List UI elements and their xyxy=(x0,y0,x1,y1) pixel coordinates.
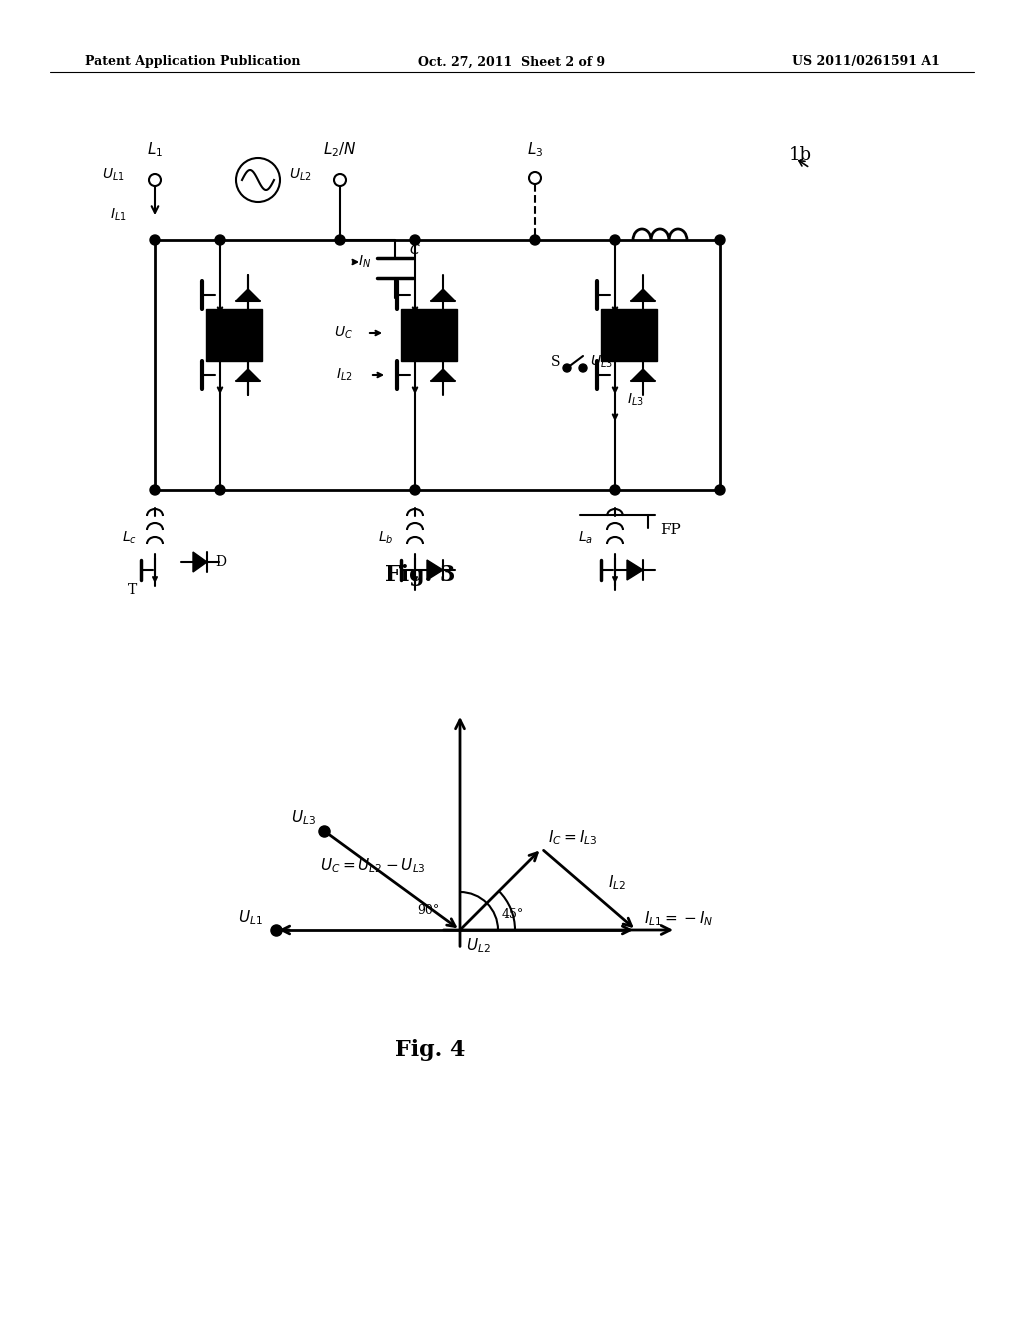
Polygon shape xyxy=(193,552,207,572)
Text: $I_{L1}$: $I_{L1}$ xyxy=(111,207,127,223)
Text: $U_{L1}$: $U_{L1}$ xyxy=(239,908,263,927)
Polygon shape xyxy=(427,560,443,579)
Circle shape xyxy=(715,484,725,495)
Circle shape xyxy=(150,484,160,495)
Text: $U_{L2}$: $U_{L2}$ xyxy=(466,937,492,956)
Text: 45°: 45° xyxy=(502,908,524,920)
Text: $L_c$: $L_c$ xyxy=(122,529,137,546)
Polygon shape xyxy=(431,370,455,381)
Circle shape xyxy=(610,235,620,246)
Text: $L_a$: $L_a$ xyxy=(578,529,593,546)
Circle shape xyxy=(150,235,160,246)
Circle shape xyxy=(215,235,225,246)
Polygon shape xyxy=(631,370,655,381)
Polygon shape xyxy=(236,370,260,381)
Text: $I_{L3}$: $I_{L3}$ xyxy=(627,392,644,408)
Text: $L_2/N$: $L_2/N$ xyxy=(323,141,357,160)
Text: $U_C$: $U_C$ xyxy=(334,325,353,341)
Circle shape xyxy=(610,348,620,358)
Bar xyxy=(401,309,457,360)
Circle shape xyxy=(530,235,540,246)
Text: S: S xyxy=(551,355,560,370)
Text: $U_{L2}$: $U_{L2}$ xyxy=(289,166,312,183)
Text: $I_{L2}$: $I_{L2}$ xyxy=(336,367,353,383)
Circle shape xyxy=(410,348,420,358)
Circle shape xyxy=(563,364,571,372)
Circle shape xyxy=(215,348,225,358)
Text: $U_C=U_{L2}-U_{L3}$: $U_C=U_{L2}-U_{L3}$ xyxy=(319,857,426,875)
Text: FP: FP xyxy=(660,523,681,537)
Text: $L_b$: $L_b$ xyxy=(378,529,393,546)
Polygon shape xyxy=(236,289,260,301)
Text: T: T xyxy=(128,583,137,597)
Text: $U_{L3}$: $U_{L3}$ xyxy=(291,809,316,828)
Text: $C$: $C$ xyxy=(409,243,421,257)
Circle shape xyxy=(410,484,420,495)
Circle shape xyxy=(410,235,420,246)
Bar xyxy=(206,309,262,360)
Circle shape xyxy=(410,312,420,322)
Text: $I_{L2}$: $I_{L2}$ xyxy=(608,874,626,892)
Text: Fig. 3: Fig. 3 xyxy=(385,564,456,586)
Text: $U_{L1}$: $U_{L1}$ xyxy=(102,166,125,183)
Circle shape xyxy=(610,484,620,495)
Text: D: D xyxy=(215,554,226,569)
Text: Fig. 4: Fig. 4 xyxy=(395,1039,465,1061)
Text: $L_3$: $L_3$ xyxy=(526,141,543,160)
Text: $I_{L1}=-I_N$: $I_{L1}=-I_N$ xyxy=(644,909,714,928)
Circle shape xyxy=(579,364,587,372)
Circle shape xyxy=(215,312,225,322)
Polygon shape xyxy=(627,560,643,579)
Text: $L_1$: $L_1$ xyxy=(146,141,163,160)
Text: 1b: 1b xyxy=(788,147,811,164)
Text: US 2011/0261591 A1: US 2011/0261591 A1 xyxy=(793,55,940,69)
Circle shape xyxy=(215,484,225,495)
Text: 90°: 90° xyxy=(417,903,439,916)
Text: $I_N$: $I_N$ xyxy=(358,253,371,271)
Text: Oct. 27, 2011  Sheet 2 of 9: Oct. 27, 2011 Sheet 2 of 9 xyxy=(419,55,605,69)
Circle shape xyxy=(715,235,725,246)
Bar xyxy=(601,309,657,360)
Polygon shape xyxy=(631,289,655,301)
Text: Patent Application Publication: Patent Application Publication xyxy=(85,55,300,69)
Text: $U_{L3}$: $U_{L3}$ xyxy=(590,354,613,370)
Text: $I_C=I_{L3}$: $I_C=I_{L3}$ xyxy=(548,828,597,846)
Polygon shape xyxy=(431,289,455,301)
Circle shape xyxy=(335,235,345,246)
Circle shape xyxy=(610,312,620,322)
